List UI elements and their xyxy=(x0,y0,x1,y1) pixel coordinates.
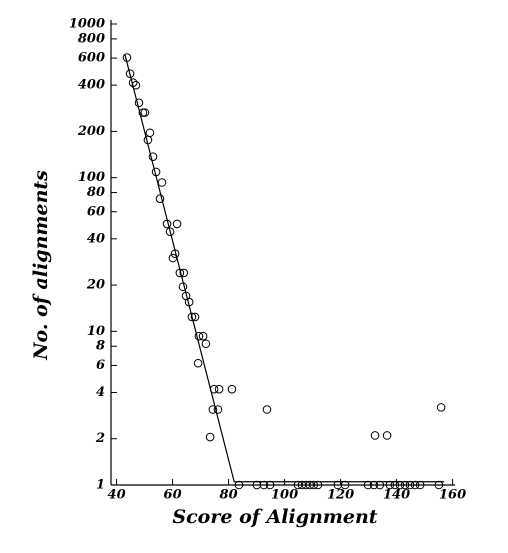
y-tick-label: 800 xyxy=(78,31,105,46)
y-tick-label: 8 xyxy=(96,339,105,354)
y-tick-label: 10 xyxy=(87,324,105,339)
x-tick-label: 100 xyxy=(271,488,298,503)
data-point xyxy=(410,480,420,490)
data-point xyxy=(415,480,425,490)
x-tick-label: 140 xyxy=(383,488,410,503)
data-point xyxy=(125,69,135,78)
data-point xyxy=(155,194,165,203)
y-tick-label: 1000 xyxy=(69,17,105,32)
y-tick-label: 20 xyxy=(86,278,105,293)
data-point xyxy=(184,297,194,307)
data-point xyxy=(340,480,350,490)
data-point xyxy=(395,480,405,490)
data-point xyxy=(134,98,144,108)
x-tick-label: 60 xyxy=(164,488,182,503)
data-point xyxy=(382,431,392,440)
data-point xyxy=(385,480,395,490)
y-tick-label: 6 xyxy=(96,358,105,373)
data-point xyxy=(194,331,204,341)
data-point xyxy=(170,249,180,259)
x-tick-label: 40 xyxy=(108,488,126,503)
data-point xyxy=(252,480,262,490)
data-point xyxy=(390,480,400,490)
y-tick-label: 40 xyxy=(87,231,105,246)
data-point xyxy=(400,480,410,490)
x-axis-title: Score of Alignment xyxy=(172,506,377,528)
y-tick-label: 1 xyxy=(96,478,105,493)
y-tick-label: 60 xyxy=(87,204,105,219)
data-point xyxy=(157,178,167,187)
data-point xyxy=(190,312,200,322)
y-tick-label: 2 xyxy=(95,431,105,446)
data-point xyxy=(369,480,379,490)
data-point xyxy=(214,384,224,394)
y-tick-label: 200 xyxy=(77,124,105,139)
data-point xyxy=(151,167,161,177)
y-tick-label: 100 xyxy=(78,170,105,185)
data-point xyxy=(201,339,211,349)
x-tick-label: 120 xyxy=(327,488,354,503)
data-point xyxy=(213,405,223,414)
data-point xyxy=(265,480,275,490)
data-point xyxy=(168,253,178,263)
data-point xyxy=(434,480,444,490)
data-point xyxy=(187,312,197,322)
x-tick-label: 80 xyxy=(220,488,238,503)
data-point xyxy=(140,108,150,117)
data-point xyxy=(370,431,380,440)
data-point xyxy=(436,403,446,412)
data-point xyxy=(305,480,315,490)
y-axis-title: No. of alignments xyxy=(30,170,52,361)
y-tick-label: 400 xyxy=(78,78,105,93)
data-point xyxy=(205,432,215,442)
data-point xyxy=(259,480,269,490)
y-tick-label: 80 xyxy=(87,185,105,200)
data-point xyxy=(128,78,138,87)
y-tick-label: 600 xyxy=(78,51,105,66)
data-point xyxy=(227,384,237,394)
data-point xyxy=(122,53,132,62)
data-point xyxy=(179,268,189,278)
data-point xyxy=(178,282,188,292)
data-point xyxy=(208,405,218,414)
data-point xyxy=(234,480,244,490)
data-point xyxy=(172,219,182,229)
fit-line xyxy=(124,54,445,483)
data-point xyxy=(262,405,272,414)
data-point xyxy=(131,80,141,90)
data-point xyxy=(405,480,415,490)
data-point xyxy=(198,331,208,341)
data-point xyxy=(148,152,158,161)
data-point xyxy=(193,358,203,368)
data-point xyxy=(313,480,323,490)
data-point xyxy=(145,128,155,138)
data-point xyxy=(375,480,385,490)
data-point xyxy=(363,480,373,490)
data-point xyxy=(309,480,319,490)
y-tick-label: 4 xyxy=(96,385,105,400)
data-point xyxy=(175,268,185,278)
data-point xyxy=(209,384,219,394)
data-point xyxy=(165,227,175,237)
data-point xyxy=(162,219,172,229)
x-tick-label: 160 xyxy=(439,488,466,503)
